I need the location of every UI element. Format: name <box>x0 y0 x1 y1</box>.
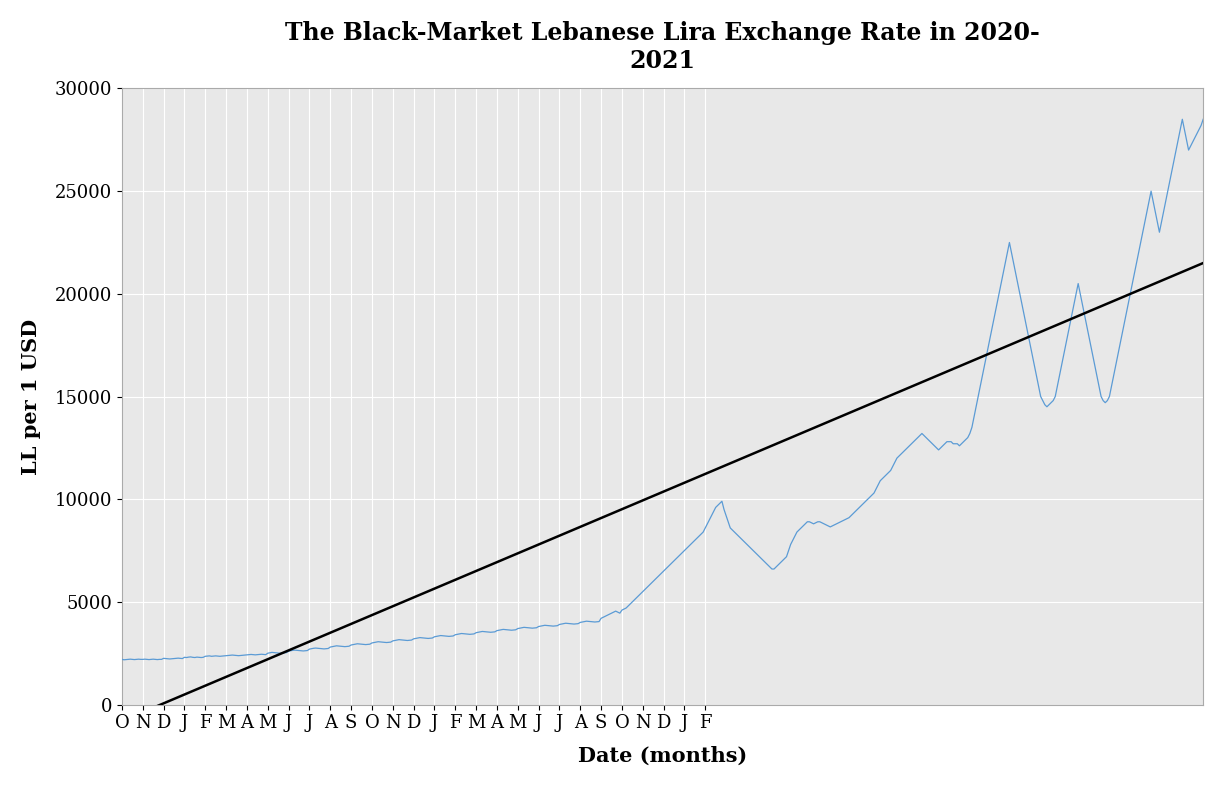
Title: The Black-Market Lebanese Lira Exchange Rate in 2020-
2021: The Black-Market Lebanese Lira Exchange … <box>285 20 1040 72</box>
X-axis label: Date (months): Date (months) <box>578 746 747 767</box>
Y-axis label: LL per 1 USD: LL per 1 USD <box>21 319 40 475</box>
